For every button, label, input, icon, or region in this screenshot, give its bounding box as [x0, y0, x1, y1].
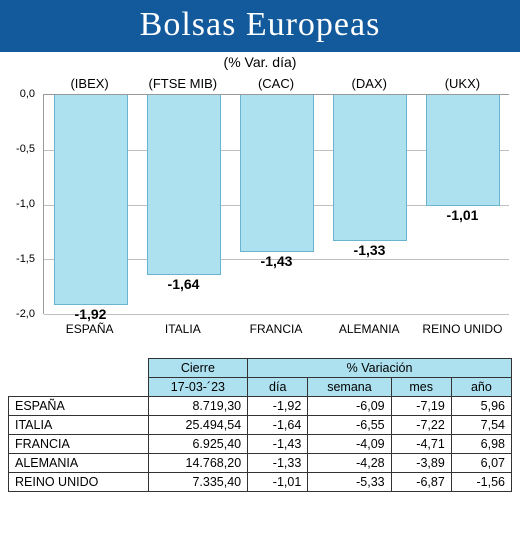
bar-column: -1,43: [230, 95, 323, 314]
table-row: ALEMANIA14.768,20-1,33-4,28-3,896,07: [9, 454, 512, 473]
cell-country: ALEMANIA: [9, 454, 149, 473]
ticker-label: (DAX): [323, 76, 416, 91]
bar: -1,33: [333, 95, 407, 241]
y-tick-label: 0,0: [20, 88, 35, 100]
cell-country: ESPAÑA: [9, 397, 149, 416]
bar-column: -1,64: [137, 95, 230, 314]
table-header-close: Cierre: [148, 359, 247, 378]
cell-ano: 5,96: [451, 397, 511, 416]
y-tick-label: -1,0: [16, 198, 35, 210]
cell-close: 8.719,30: [148, 397, 247, 416]
cell-semana: -4,28: [308, 454, 391, 473]
table-col-mes: mes: [391, 378, 451, 397]
country-label: FRANCIA: [229, 322, 322, 336]
table-header-variation: % Variación: [248, 359, 512, 378]
cell-mes: -4,71: [391, 435, 451, 454]
cell-dia: -1,64: [248, 416, 308, 435]
page-title: Bolsas Europeas: [0, 0, 520, 52]
table-row: ESPAÑA8.719,30-1,92-6,09-7,195,96: [9, 397, 512, 416]
country-label: REINO UNIDO: [416, 322, 509, 336]
table-col-ano: año: [451, 378, 511, 397]
bar-column: -1,33: [323, 95, 416, 314]
cell-semana: -5,33: [308, 473, 391, 492]
y-tick-label: -1,5: [16, 253, 35, 265]
cell-ano: 7,54: [451, 416, 511, 435]
cell-ano: 6,98: [451, 435, 511, 454]
bar: -1,43: [240, 95, 314, 252]
bar: -1,01: [426, 95, 500, 206]
cell-dia: -1,33: [248, 454, 308, 473]
cell-close: 6.925,40: [148, 435, 247, 454]
cell-dia: -1,43: [248, 435, 308, 454]
cell-ano: -1,56: [451, 473, 511, 492]
table-header-date: 17-03-´23: [148, 378, 247, 397]
cell-semana: -6,09: [308, 397, 391, 416]
bars-row: -1,92 -1,64 -1,43 -1,33 -1,01: [44, 95, 509, 314]
cell-country: ITALIA: [9, 416, 149, 435]
cell-dia: -1,92: [248, 397, 308, 416]
gridline: [44, 314, 509, 315]
cell-ano: 6,07: [451, 454, 511, 473]
country-label: ALEMANIA: [323, 322, 416, 336]
bar: -1,92: [54, 95, 128, 305]
cell-close: 7.335,40: [148, 473, 247, 492]
y-tick-label: -2,0: [16, 308, 35, 320]
y-tick-label: -0,5: [16, 143, 35, 155]
table-row: FRANCIA6.925,40-1,43-4,09-4,716,98: [9, 435, 512, 454]
ticker-label: (FTSE MIB): [136, 76, 229, 91]
country-label: ESPAÑA: [43, 322, 136, 336]
cell-mes: -7,19: [391, 397, 451, 416]
cell-close: 14.768,20: [148, 454, 247, 473]
variation-table: Cierre % Variación 17-03-´23 día semana …: [8, 358, 512, 492]
cell-mes: -3,89: [391, 454, 451, 473]
cell-country: FRANCIA: [9, 435, 149, 454]
cell-semana: -4,09: [308, 435, 391, 454]
chart-subtitle: (% Var. día): [0, 54, 520, 70]
ticker-label: (IBEX): [43, 76, 136, 91]
bar-value-label: -1,64: [168, 276, 200, 292]
table-row: REINO UNIDO7.335,40-1,01-5,33-6,87-1,56: [9, 473, 512, 492]
country-label: ITALIA: [136, 322, 229, 336]
bar-value-label: -1,01: [447, 207, 479, 223]
table-col-semana: semana: [308, 378, 391, 397]
bar-value-label: -1,43: [261, 253, 293, 269]
bar-value-label: -1,33: [354, 242, 386, 258]
table-col-dia: día: [248, 378, 308, 397]
cell-mes: -7,22: [391, 416, 451, 435]
bar-column: -1,92: [44, 95, 137, 314]
cell-country: REINO UNIDO: [9, 473, 149, 492]
cell-mes: -6,87: [391, 473, 451, 492]
bar: -1,64: [147, 95, 221, 275]
table-row: ITALIA25.494,54-1,64-6,55-7,227,54: [9, 416, 512, 435]
cell-semana: -6,55: [308, 416, 391, 435]
cell-dia: -1,01: [248, 473, 308, 492]
bar-chart: (IBEX)(FTSE MIB)(CAC)(DAX)(UKX) 0,0-0,5-…: [5, 72, 515, 342]
ticker-label: (CAC): [229, 76, 322, 91]
bar-column: -1,01: [416, 95, 509, 314]
cell-close: 25.494,54: [148, 416, 247, 435]
ticker-label: (UKX): [416, 76, 509, 91]
